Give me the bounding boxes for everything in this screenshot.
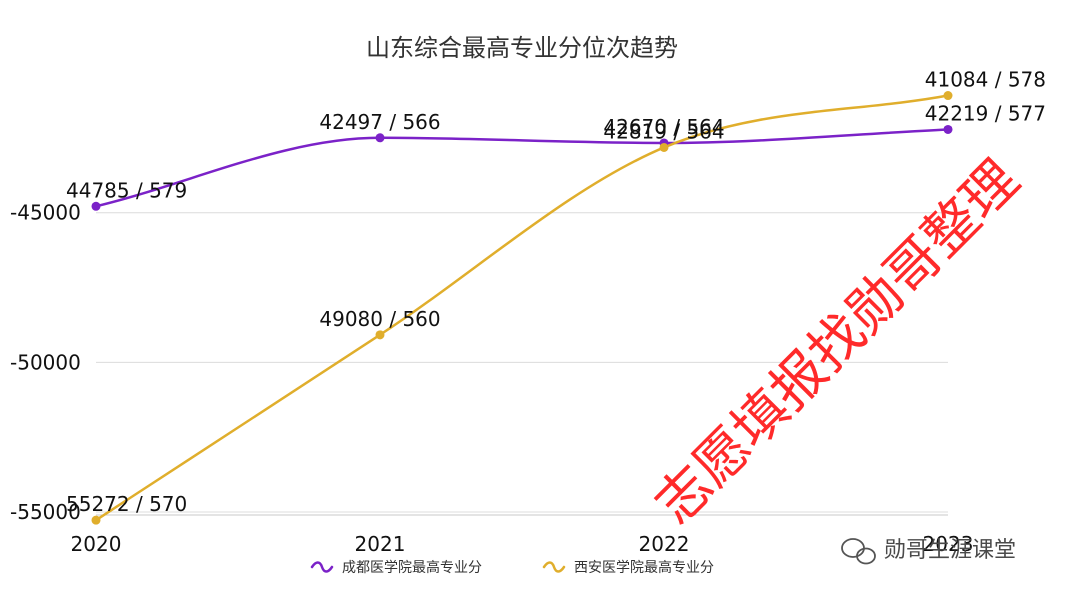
series-line-1 <box>95 128 949 208</box>
series-points <box>91 91 953 525</box>
data-label: 42219 / 577 <box>925 101 1046 125</box>
data-label: 42670 / 564 <box>603 115 724 139</box>
data-point[interactable] <box>943 91 953 101</box>
x-tick-label: 2020 <box>71 532 122 556</box>
data-label: 44785 / 579 <box>66 178 187 202</box>
data-point[interactable] <box>659 142 669 152</box>
y-tick-label: -50000 <box>10 350 81 374</box>
x-tick-label: 2022 <box>639 532 690 556</box>
legend-item-label[interactable]: 西安医学院最高专业分 <box>574 559 714 576</box>
wechat-icon <box>841 538 876 565</box>
x-tick-label: 2021 <box>355 532 406 556</box>
series-line-2 <box>95 94 949 522</box>
brand-name: 勋哥生涯课堂 <box>884 538 1016 563</box>
watermark-text: 志愿填报找勋哥整理 <box>643 148 1031 536</box>
legend-marker <box>310 561 334 573</box>
data-labels: 44785 / 579 42497 / 566 42670 / 564 42219 /… <box>66 68 1046 517</box>
legend-marker <box>542 561 566 573</box>
data-point[interactable] <box>375 133 385 143</box>
data-point[interactable] <box>91 201 101 211</box>
y-tick-label: -45000 <box>10 201 81 225</box>
grid-lines <box>96 212 948 516</box>
data-label: 49080 / 560 <box>319 307 440 331</box>
data-point[interactable] <box>91 515 101 525</box>
data-point[interactable] <box>943 124 953 134</box>
x-tick-label: 2023 <box>923 532 974 556</box>
legend-item-label[interactable]: 成都医学院最高专业分 <box>342 559 482 576</box>
wechat-brand: 勋哥生涯课堂 <box>841 538 1016 565</box>
series-lines <box>95 94 949 522</box>
data-label: 41084 / 578 <box>925 68 1046 92</box>
chart-title: 山东综合最高专业分位次趋势 <box>366 34 678 62</box>
y-axis-ticks: -45000 -50000 -55000 <box>10 201 81 524</box>
data-label: 55272 / 570 <box>66 492 187 516</box>
data-point[interactable] <box>375 330 385 340</box>
data-label: 42497 / 566 <box>319 110 440 134</box>
legend[interactable]: 成都医学院最高专业分 西安医学院最高专业分 <box>310 559 714 576</box>
data-label: 42819 / 564 <box>603 119 724 143</box>
x-axis-ticks: 2020 2021 2022 2023 <box>71 532 974 556</box>
y-tick-label: -55000 <box>10 500 81 524</box>
